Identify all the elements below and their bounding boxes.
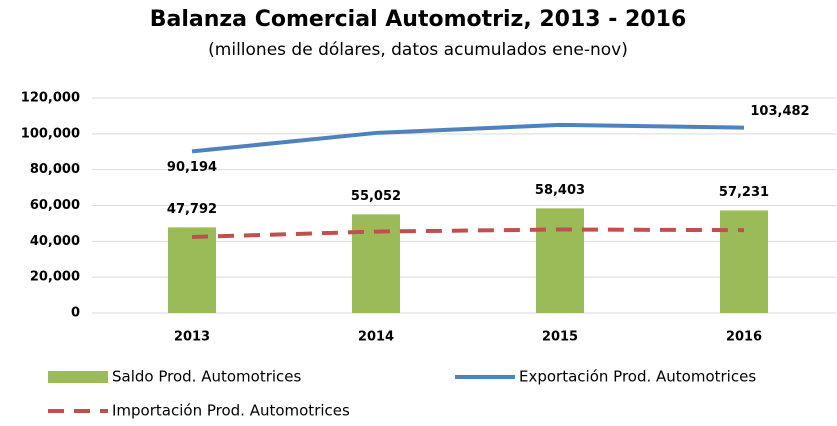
line-series [191, 122, 745, 154]
chart-subtitle: (millones de dólares, datos acumulados e… [208, 40, 628, 60]
data-label: 58,403 [535, 183, 585, 198]
data-label: 103,482 [750, 104, 809, 119]
bar [352, 214, 400, 313]
x-tick-label: 2016 [726, 330, 762, 345]
x-tick-label: 2013 [174, 330, 210, 345]
x-tick-label: 2015 [542, 330, 578, 345]
legend-label: Exportación Prod. Automotrices [519, 368, 756, 386]
y-tick-label: 120,000 [21, 91, 80, 106]
y-tick-label: 20,000 [30, 270, 80, 285]
y-tick-label: 0 [71, 306, 80, 321]
bar [720, 210, 768, 313]
chart-title: Balanza Comercial Automotriz, 2013 - 201… [150, 7, 687, 32]
y-tick-label: 60,000 [30, 198, 80, 213]
data-label: 90,194 [167, 160, 217, 175]
y-tick-label: 100,000 [21, 126, 80, 141]
legend-label: Importación Prod. Automotrices [112, 402, 350, 420]
data-label: 47,792 [167, 202, 217, 217]
legend-label: Saldo Prod. Automotrices [112, 368, 302, 386]
bar [168, 227, 216, 313]
x-tick-label: 2014 [358, 330, 394, 345]
legend-swatch [48, 371, 108, 383]
y-tick-label: 80,000 [30, 162, 80, 177]
y-tick-label: 40,000 [30, 234, 80, 249]
bar [536, 208, 584, 313]
data-label: 55,052 [351, 189, 401, 204]
line-series [191, 227, 745, 240]
data-label: 57,231 [719, 185, 769, 200]
